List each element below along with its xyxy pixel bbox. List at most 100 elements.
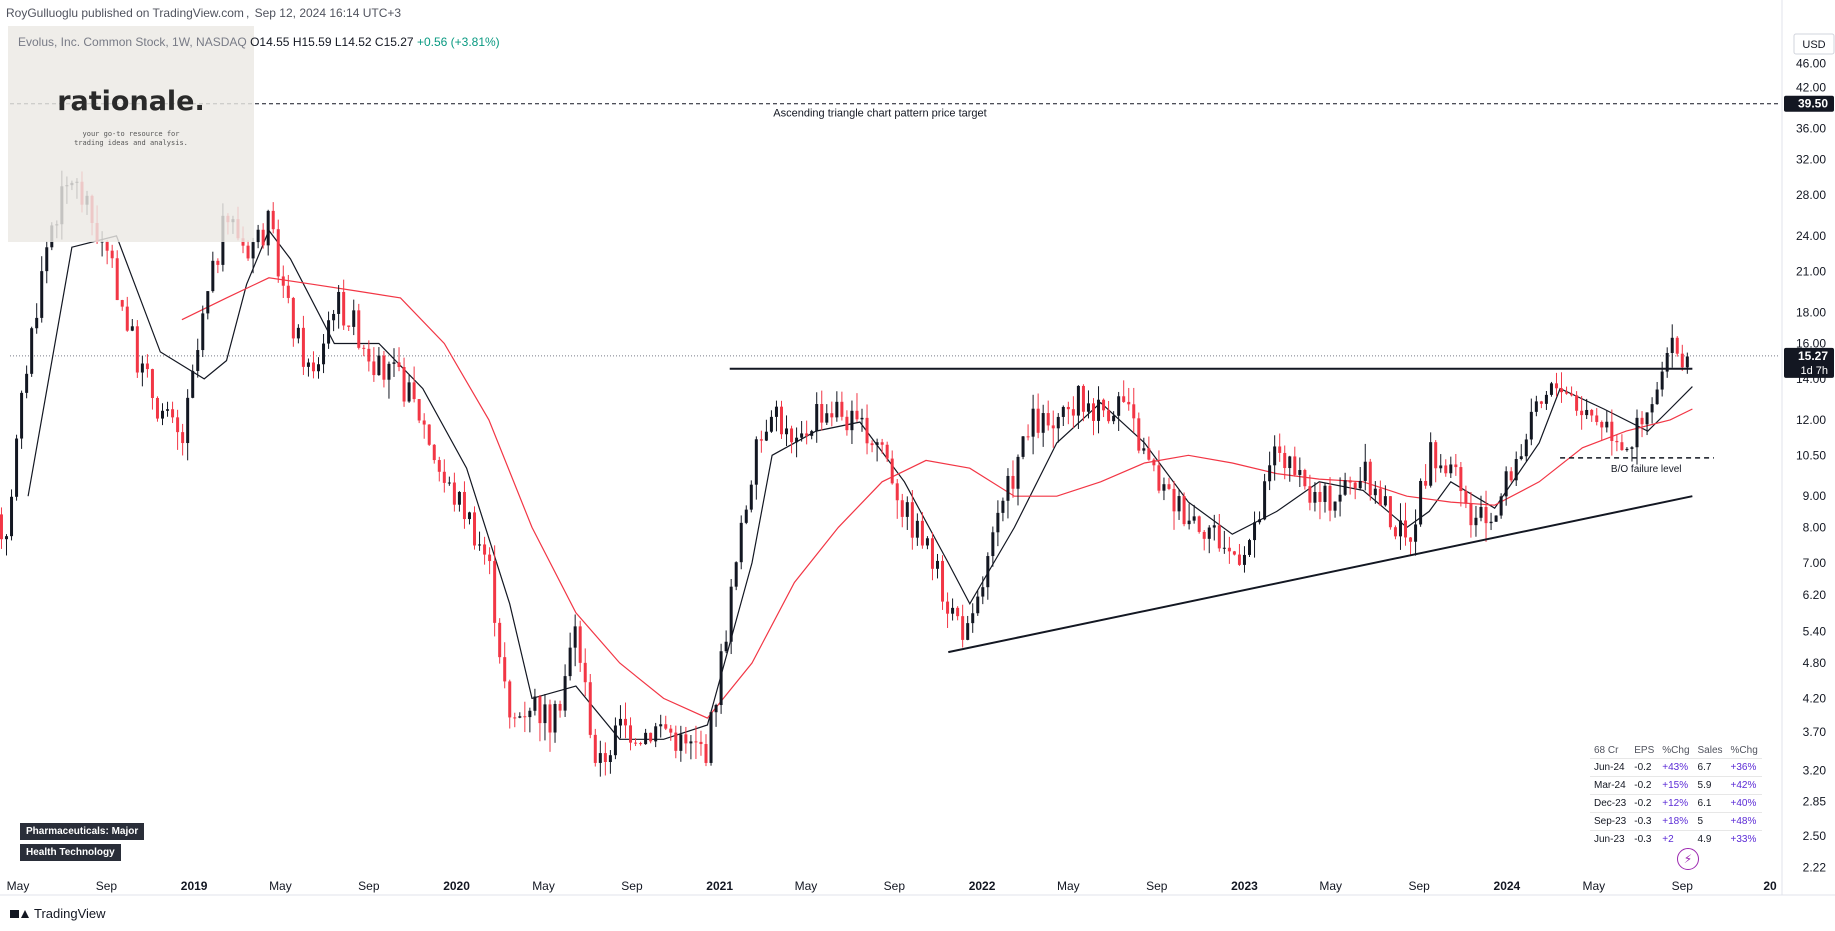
candle-body [1499,496,1503,516]
candle-body [337,291,341,314]
sector-chip-health-technology[interactable]: Health Technology [20,844,121,861]
candle-body [1278,446,1282,453]
candle-body [629,725,633,743]
candle-body [447,482,451,484]
candle-body [1393,527,1397,537]
table-row: Sep-23 -0.3 +18% 5 +48% [1590,812,1762,831]
candle-body [749,484,753,510]
candle-body [166,409,170,411]
candle-body [1308,486,1312,503]
candle-body [981,587,985,597]
candle-body [719,651,723,706]
candle-body [110,250,114,259]
candle-body [840,401,844,417]
candle-body [825,413,829,423]
cell-sales-chg: +42% [1726,776,1762,795]
y-tick-label: 2.22 [1803,861,1827,875]
tradingview-logo[interactable]: TradingView [10,906,106,921]
table-row: Jun-23 -0.3 +2 4.9 +33% [1590,830,1762,848]
candle-body [161,410,165,419]
candle-body [573,626,577,648]
earnings-col-eps: EPS [1634,745,1655,756]
moving-averages [27,229,1693,740]
candle-body [45,247,49,272]
x-tick-label: May [795,879,818,893]
currency-label: USD [1802,39,1825,51]
candle-body [1157,465,1161,491]
candle-body [795,437,799,443]
x-tick-label: May [1319,879,1342,893]
candle-body [623,718,627,726]
candle-body [608,755,612,762]
candle-body [432,444,436,461]
candle-body [865,417,869,444]
x-tick-label: Sep [1408,879,1430,893]
y-tick-label: 36.00 [1796,121,1826,135]
candle-body [603,753,607,762]
candle-body [845,416,849,431]
candle-body [1021,436,1025,457]
y-tick-label: 2.50 [1803,829,1827,843]
candle-body [261,229,265,246]
candle-body [256,229,260,243]
candle-body [1152,459,1156,466]
lightning-icon[interactable]: ⚡ [1677,848,1699,870]
cell-eps: -0.2 [1630,758,1659,777]
cell-sales: 4.9 [1693,830,1727,848]
candle-body [860,417,864,420]
cell-period: Jun-24 [1590,758,1631,777]
symbol-legend[interactable]: Evolus, Inc. Common Stock, 1W, NASDAQ O1… [18,35,500,49]
x-tick-label: May [532,879,555,893]
candle-body [462,491,466,520]
candle-body [216,260,220,265]
cell-eps-chg: +18% [1658,812,1694,831]
candle-body [800,433,804,438]
candle-body [1132,404,1136,419]
candle-body [1439,465,1443,469]
candle-body [271,210,275,230]
candle-body [1620,442,1624,451]
candle-body [1122,396,1126,402]
candle-body [1529,411,1533,440]
last-price-badge-value: 15.27 [1798,349,1828,363]
y-tick-label: 21.00 [1796,264,1826,278]
candle-body [1479,506,1483,518]
candle-body [1137,418,1141,451]
candle-body [1660,371,1664,390]
candle-body [1585,409,1589,416]
candle-body [402,366,406,402]
candle-body [875,442,879,446]
candle-body [150,369,154,398]
candle-body [367,348,371,362]
sector-chip-pharmaceuticals[interactable]: Pharmaceuticals: Major [20,823,145,840]
candle-body [1459,467,1463,492]
candle-body [699,741,703,745]
candle-body [377,355,381,376]
candle-body [1248,540,1252,555]
candle-body [1363,461,1367,481]
candle-body [639,743,643,745]
candle-body [125,306,129,331]
candle-body [1031,408,1035,437]
y-tick-label: 2.85 [1803,794,1827,808]
candle-body [352,310,356,327]
cell-sales-chg: +40% [1726,794,1762,813]
ohlc-change: +0.56 (+3.81%) [416,35,500,49]
candle-body [1429,442,1433,486]
tradingview-logo-icon [10,908,30,920]
candle-body [140,363,144,373]
candle-body [196,350,200,371]
candle-body [20,392,24,439]
candle-body [1011,475,1015,489]
candle-body [1227,547,1231,552]
trendlines[interactable]: Ascending triangle chart pattern price t… [10,103,1780,654]
candle-body [769,416,773,432]
symbol-name: Evolus, Inc. Common Stock, 1W, NASDAQ [18,35,247,49]
candle-body [1388,496,1392,528]
candle-body [1570,393,1574,396]
candle-body [518,716,522,718]
candle-body [1625,448,1629,451]
candle-body [1595,415,1599,422]
candle-body [201,313,205,351]
